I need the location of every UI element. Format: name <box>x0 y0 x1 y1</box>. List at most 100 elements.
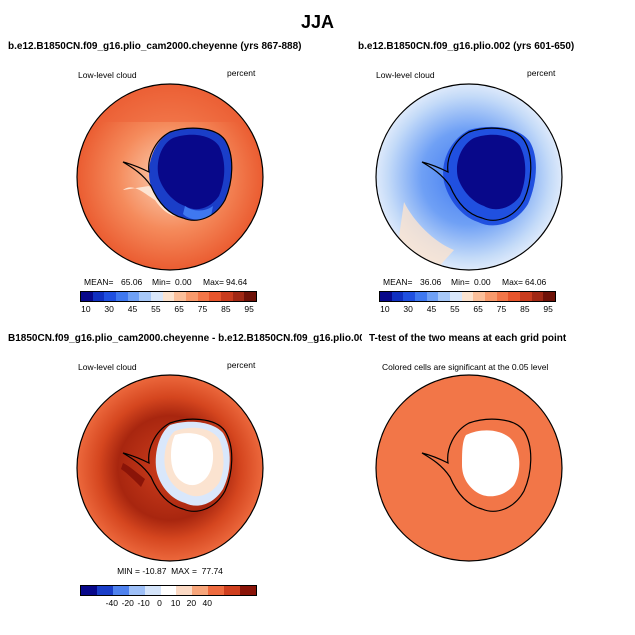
colorbar-swatch <box>461 292 474 301</box>
colorbar-swatch <box>128 586 145 595</box>
colorbar-swatch <box>208 586 225 595</box>
colorbar-tick-label: 75 <box>197 304 208 314</box>
colorbar-swatch <box>151 292 163 301</box>
panel-3-colorbar <box>80 585 257 596</box>
panel-2-mean-label: MEAN= <box>383 277 413 287</box>
panel-3-title-clip: B1850CN.f09_g16.plio_cam2000.cheyenne - … <box>0 330 362 346</box>
colorbar-swatch <box>240 586 256 595</box>
colorbar-swatch <box>485 292 497 301</box>
colorbar-swatch <box>174 292 187 301</box>
colorbar-swatch <box>224 586 241 595</box>
colorbar-tick-label: -40 <box>105 598 118 608</box>
colorbar-tick-label: 40 <box>202 598 212 608</box>
panel-2-units-label: percent <box>527 68 556 78</box>
panel-4-subtitle: Colored cells are significant at the 0.0… <box>382 362 549 372</box>
panel-1-max-value: 94.64 <box>226 277 248 287</box>
colorbar-swatch <box>380 292 392 301</box>
panel-1-polar-map <box>76 83 264 271</box>
panel-1-min-value: 0.00 <box>175 277 192 287</box>
panel-1-units-label: percent <box>227 68 256 78</box>
colorbar-tick-label: 55 <box>151 304 161 314</box>
colorbar-swatch <box>403 292 416 301</box>
figure-title: JJA <box>300 12 335 32</box>
panel-1-mean-label: MEAN= <box>84 277 114 287</box>
colorbar-tick-label: 20 <box>186 598 197 608</box>
colorbar-swatch <box>81 292 93 301</box>
colorbar-swatch <box>186 292 198 301</box>
colorbar-swatch <box>391 292 404 301</box>
colorbar-swatch <box>426 292 439 301</box>
panel-2-variable-label: Low-level cloud <box>376 70 435 80</box>
colorbar-tick-label: 95 <box>244 304 254 314</box>
panel-1-max-label: Max= <box>203 277 225 287</box>
colorbar-tick-label: 75 <box>496 304 507 314</box>
colorbar-tick-label: 45 <box>426 304 437 314</box>
panel-3-colorbar-ticks: -40 -20 -10 0 10 20 40 <box>80 598 255 610</box>
colorbar-swatch <box>192 586 209 595</box>
colorbar-swatch <box>520 292 532 301</box>
panel-1-min-label: Min= <box>152 277 171 287</box>
colorbar-tick-label: 65 <box>473 304 483 314</box>
colorbar-swatch <box>221 292 233 301</box>
colorbar-swatch <box>438 292 451 301</box>
panel-2-colorbar <box>379 291 556 302</box>
colorbar-swatch <box>104 292 117 301</box>
colorbar-swatch <box>450 292 462 301</box>
panel-1-colorbar-ticks: 10 30 45 55 65 75 85 95 <box>80 304 255 316</box>
colorbar-swatch <box>508 292 521 301</box>
colorbar-swatch <box>244 292 257 301</box>
colorbar-swatch <box>531 292 544 301</box>
panel-3-variable-label: Low-level cloud <box>78 362 137 372</box>
colorbar-tick-label: 30 <box>104 304 114 314</box>
colorbar-swatch <box>415 292 427 301</box>
colorbar-swatch <box>116 292 128 301</box>
panel-2-max-value: 64.06 <box>525 277 547 287</box>
panel-1-mean-value: 65.06 <box>121 277 143 287</box>
colorbar-swatch <box>473 292 486 301</box>
colorbar-tick-label: 85 <box>221 304 231 314</box>
panel-2-polar-map <box>375 83 563 271</box>
colorbar-tick-label: 10 <box>380 304 390 314</box>
panel-2-colorbar-ticks: 10 30 45 55 65 75 85 95 <box>379 304 554 316</box>
colorbar-tick-label: 10 <box>170 598 181 608</box>
panel-2-mean-value: 36.06 <box>420 277 442 287</box>
colorbar-swatch <box>496 292 509 301</box>
panel-2-max-label: Max= <box>502 277 524 287</box>
panel-2-min-value: 0.00 <box>474 277 491 287</box>
panel-3-polar-map <box>76 374 264 562</box>
colorbar-swatch <box>127 292 140 301</box>
colorbar-swatch <box>139 292 152 301</box>
colorbar-swatch <box>209 292 222 301</box>
colorbar-swatch <box>92 292 105 301</box>
panel-4-polar-map <box>375 374 563 562</box>
colorbar-tick-label: 55 <box>450 304 460 314</box>
panel-2-min-label: Min= <box>451 277 470 287</box>
panel-3-units-label: percent <box>227 360 256 370</box>
colorbar-swatch <box>176 586 193 595</box>
colorbar-swatch <box>81 586 97 595</box>
colorbar-swatch <box>162 292 175 301</box>
colorbar-swatch <box>543 292 556 301</box>
panel-1-title: b.e12.B1850CN.f09_g16.plio_cam2000.cheye… <box>8 41 302 52</box>
panel-1-variable-label: Low-level cloud <box>78 70 137 80</box>
colorbar-tick-label: 30 <box>403 304 413 314</box>
colorbar-tick-label: -10 <box>137 598 150 608</box>
colorbar-tick-label: 65 <box>174 304 184 314</box>
colorbar-swatch <box>232 292 245 301</box>
panel-1-colorbar <box>80 291 257 302</box>
panel-2-title: b.e12.B1850CN.f09_g16.plio.002 (yrs 601-… <box>358 41 575 52</box>
colorbar-swatch <box>112 586 129 595</box>
colorbar-tick-label: 45 <box>127 304 138 314</box>
colorbar-tick-label: 85 <box>520 304 530 314</box>
colorbar-swatch <box>144 586 161 595</box>
colorbar-tick-label: 95 <box>543 304 553 314</box>
colorbar-swatch <box>160 586 177 595</box>
colorbar-swatch <box>96 586 113 595</box>
colorbar-swatch <box>197 292 210 301</box>
panel-3-minmax: MIN = -10.87 MAX = 77.74 <box>117 566 223 576</box>
panel-4-title: T-test of the two means at each grid poi… <box>369 333 567 344</box>
colorbar-tick-label: -20 <box>121 598 134 608</box>
colorbar-tick-label: 0 <box>157 598 162 608</box>
panel-3-title: B1850CN.f09_g16.plio_cam2000.cheyenne - … <box>8 333 362 344</box>
colorbar-tick-label: 10 <box>81 304 91 314</box>
